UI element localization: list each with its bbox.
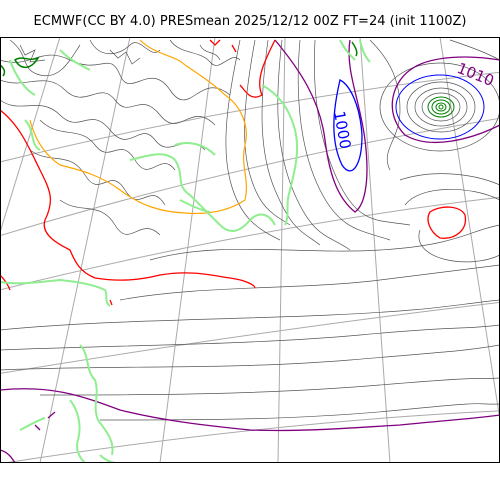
coastline — [0, 39, 371, 463]
low-center — [379, 62, 500, 152]
blue-isobar — [333, 79, 363, 172]
map-title: ECMWF(CC BY 4.0) PRESmean 2025/12/12 00Z… — [33, 14, 467, 29]
orange-isobar — [29, 39, 248, 215]
pressure-map: 1000 1010 — [0, 37, 500, 463]
red-isobar — [0, 39, 467, 306]
ocean-isobars — [0, 39, 500, 421]
purple-isobar — [0, 39, 500, 432]
purple-fragments — [0, 411, 56, 463]
graticule — [0, 37, 500, 463]
